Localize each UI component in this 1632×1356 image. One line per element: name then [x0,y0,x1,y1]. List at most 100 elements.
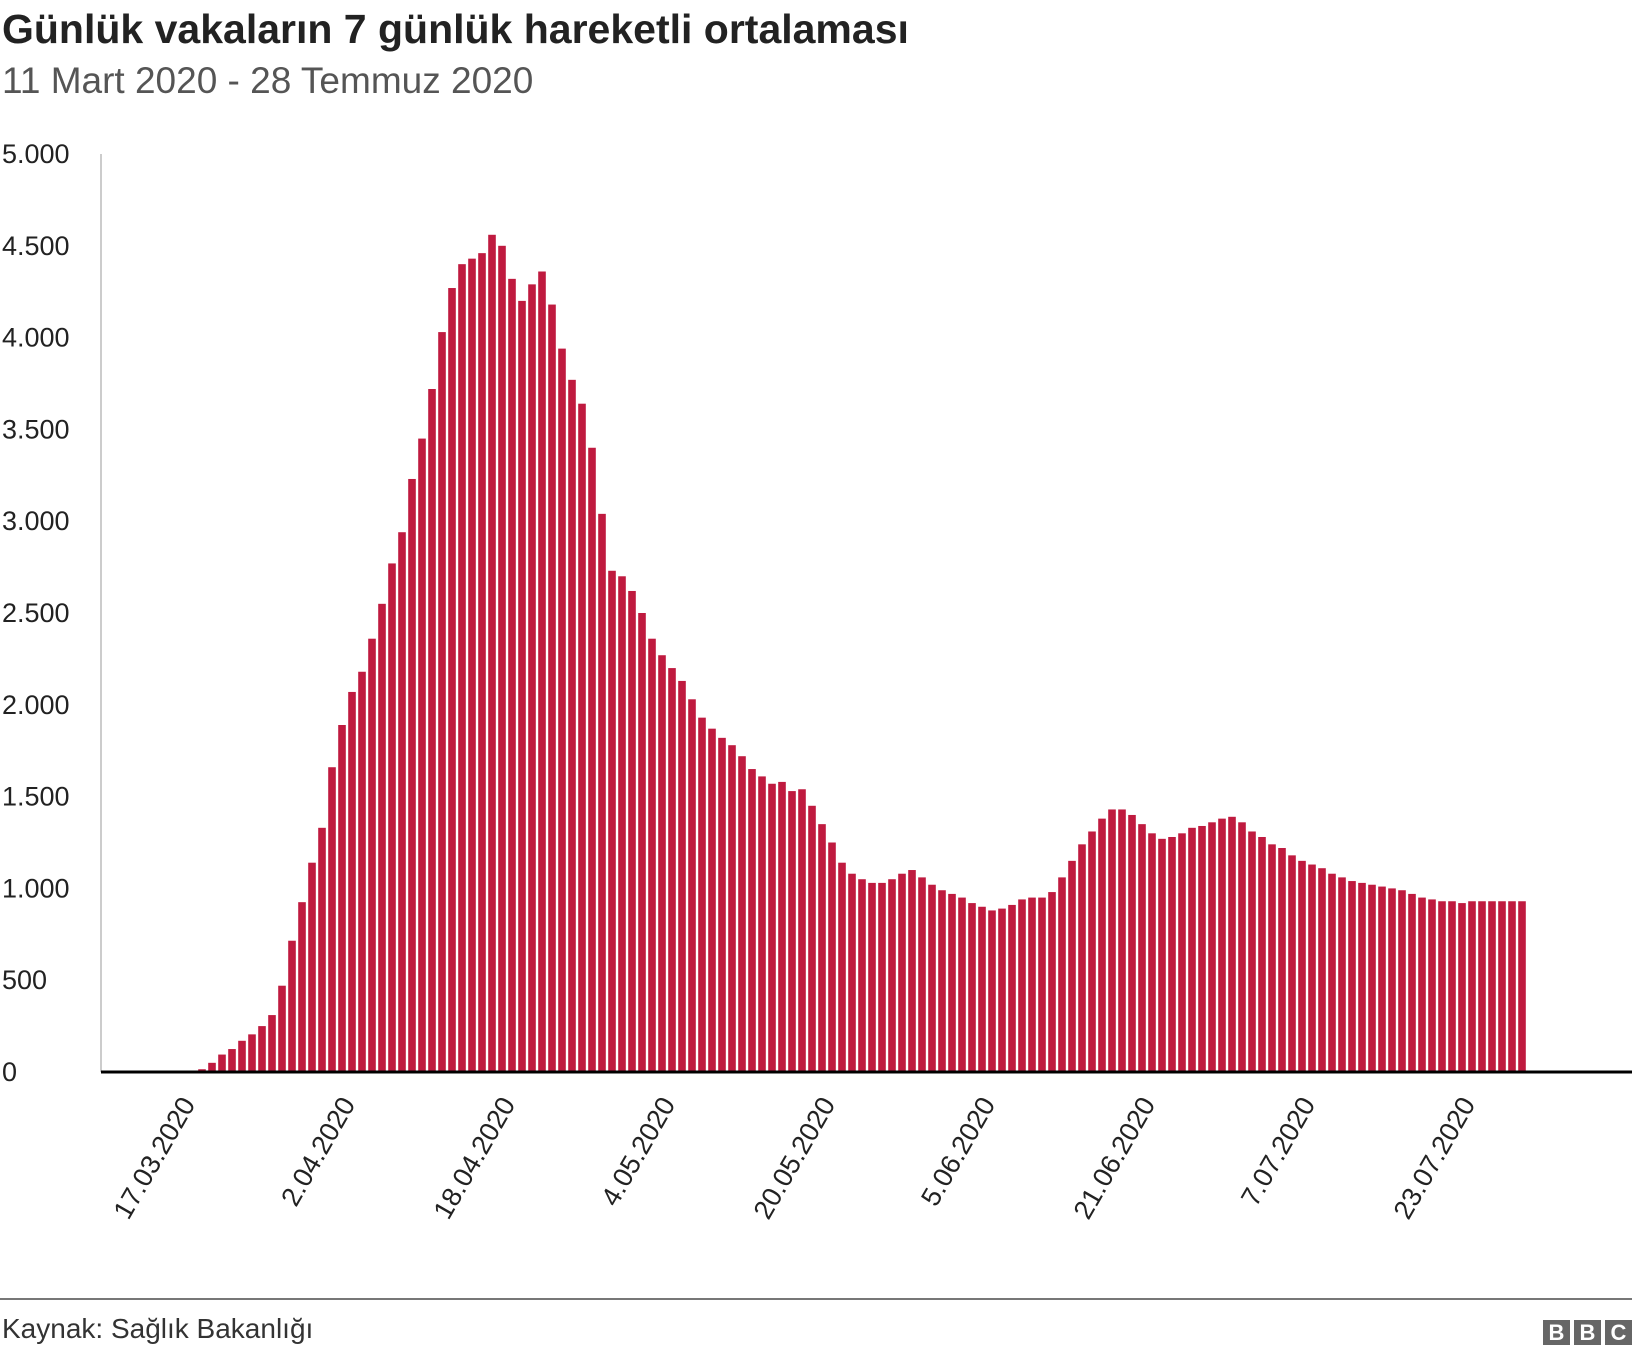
bar [1188,827,1196,1072]
x-tick-label: 21.06.2020 [1068,1092,1162,1224]
bar [1208,822,1216,1072]
bar [1058,877,1066,1072]
bar [618,576,626,1072]
y-tick-label: 3.500 [2,414,70,444]
y-tick-label: 0 [2,1057,17,1087]
bbc-logo-b1: B [1543,1320,1570,1345]
bar [248,1034,256,1072]
bar [1328,873,1336,1072]
bar [878,882,886,1072]
bar [318,827,326,1072]
bar [678,680,686,1072]
bar [778,781,786,1072]
bar [1488,901,1496,1072]
bar [1428,899,1436,1072]
x-tick-label: 20.05.2020 [748,1092,842,1224]
bar [968,903,976,1072]
bar [1008,904,1016,1072]
bar [1078,844,1086,1072]
bar [588,447,596,1072]
bar [428,389,436,1072]
bar [1168,836,1176,1072]
bar [1028,897,1036,1072]
bar [338,724,346,1072]
bar [648,638,656,1072]
bar [908,870,916,1072]
bar [258,1026,266,1072]
bar [568,379,576,1072]
bar [668,668,676,1072]
bar [1448,901,1456,1072]
bar [628,590,636,1072]
bar [958,897,966,1072]
y-tick-label: 1.000 [2,873,70,903]
bar [848,873,856,1072]
x-tick-label: 2.04.2020 [275,1092,361,1211]
bar [1278,848,1286,1072]
bar [458,264,466,1072]
x-tick-label: 4.05.2020 [595,1092,681,1211]
bar [1178,833,1186,1072]
bar [238,1040,246,1072]
x-tick-label: 5.06.2020 [915,1092,1001,1211]
y-tick-label: 3.000 [2,506,70,536]
bar [408,478,416,1072]
bar [1318,868,1326,1072]
y-tick-label: 5.000 [2,139,70,169]
bar [1098,818,1106,1072]
bar [1088,831,1096,1072]
bar [398,532,406,1072]
bar [658,655,666,1072]
bar [948,893,956,1072]
bar [868,882,876,1072]
y-tick-label: 1.500 [2,782,70,812]
bar [1228,816,1236,1072]
bar [998,908,1006,1072]
chart-title: Günlük vakaların 7 günlük hareketli orta… [2,6,909,52]
bar [328,767,336,1072]
bar [858,879,866,1072]
bar [1118,809,1126,1072]
bar [728,745,736,1072]
bar [488,234,496,1072]
bar [498,245,506,1073]
bar [1418,897,1426,1072]
footer-divider [0,1298,1632,1300]
bar-chart: 0 500 1.000 1.500 2.000 2.500 3.000 3.500 4.000 4… [2,139,1632,1224]
bar [1048,892,1056,1072]
bar [1508,901,1516,1072]
bar [788,791,796,1072]
bar [208,1062,216,1072]
bar [918,877,926,1072]
bar [798,789,806,1072]
y-tick-label: 2.500 [2,598,70,628]
bar [358,671,366,1072]
bar [1408,893,1416,1072]
bar [1468,901,1476,1072]
x-axis: 17.03.2020 2.04.2020 18.04.2020 4.05.2020 20… [101,1070,1632,1224]
bar [698,717,706,1072]
bar [518,300,526,1072]
bar [438,332,446,1072]
bar [388,563,396,1072]
bar [758,776,766,1072]
bar [938,890,946,1072]
bar [508,278,516,1072]
bar [1298,860,1306,1072]
bar [478,253,486,1073]
x-tick-label: 7.07.2020 [1235,1092,1321,1211]
bar [978,906,986,1072]
source-text: Kaynak: Sağlık Bakanlığı [2,1313,314,1344]
chart-subtitle: 11 Mart 2020 - 28 Temmuz 2020 [2,60,534,101]
bar [748,769,756,1072]
bar [1438,901,1446,1072]
bar [1308,864,1316,1072]
bar [578,403,586,1072]
bar [1268,844,1276,1072]
bar [1038,897,1046,1072]
bar [1018,899,1026,1072]
x-tick-label: 18.04.2020 [428,1092,522,1224]
bar [1258,836,1266,1072]
bar [418,438,426,1073]
bar [1198,825,1206,1072]
